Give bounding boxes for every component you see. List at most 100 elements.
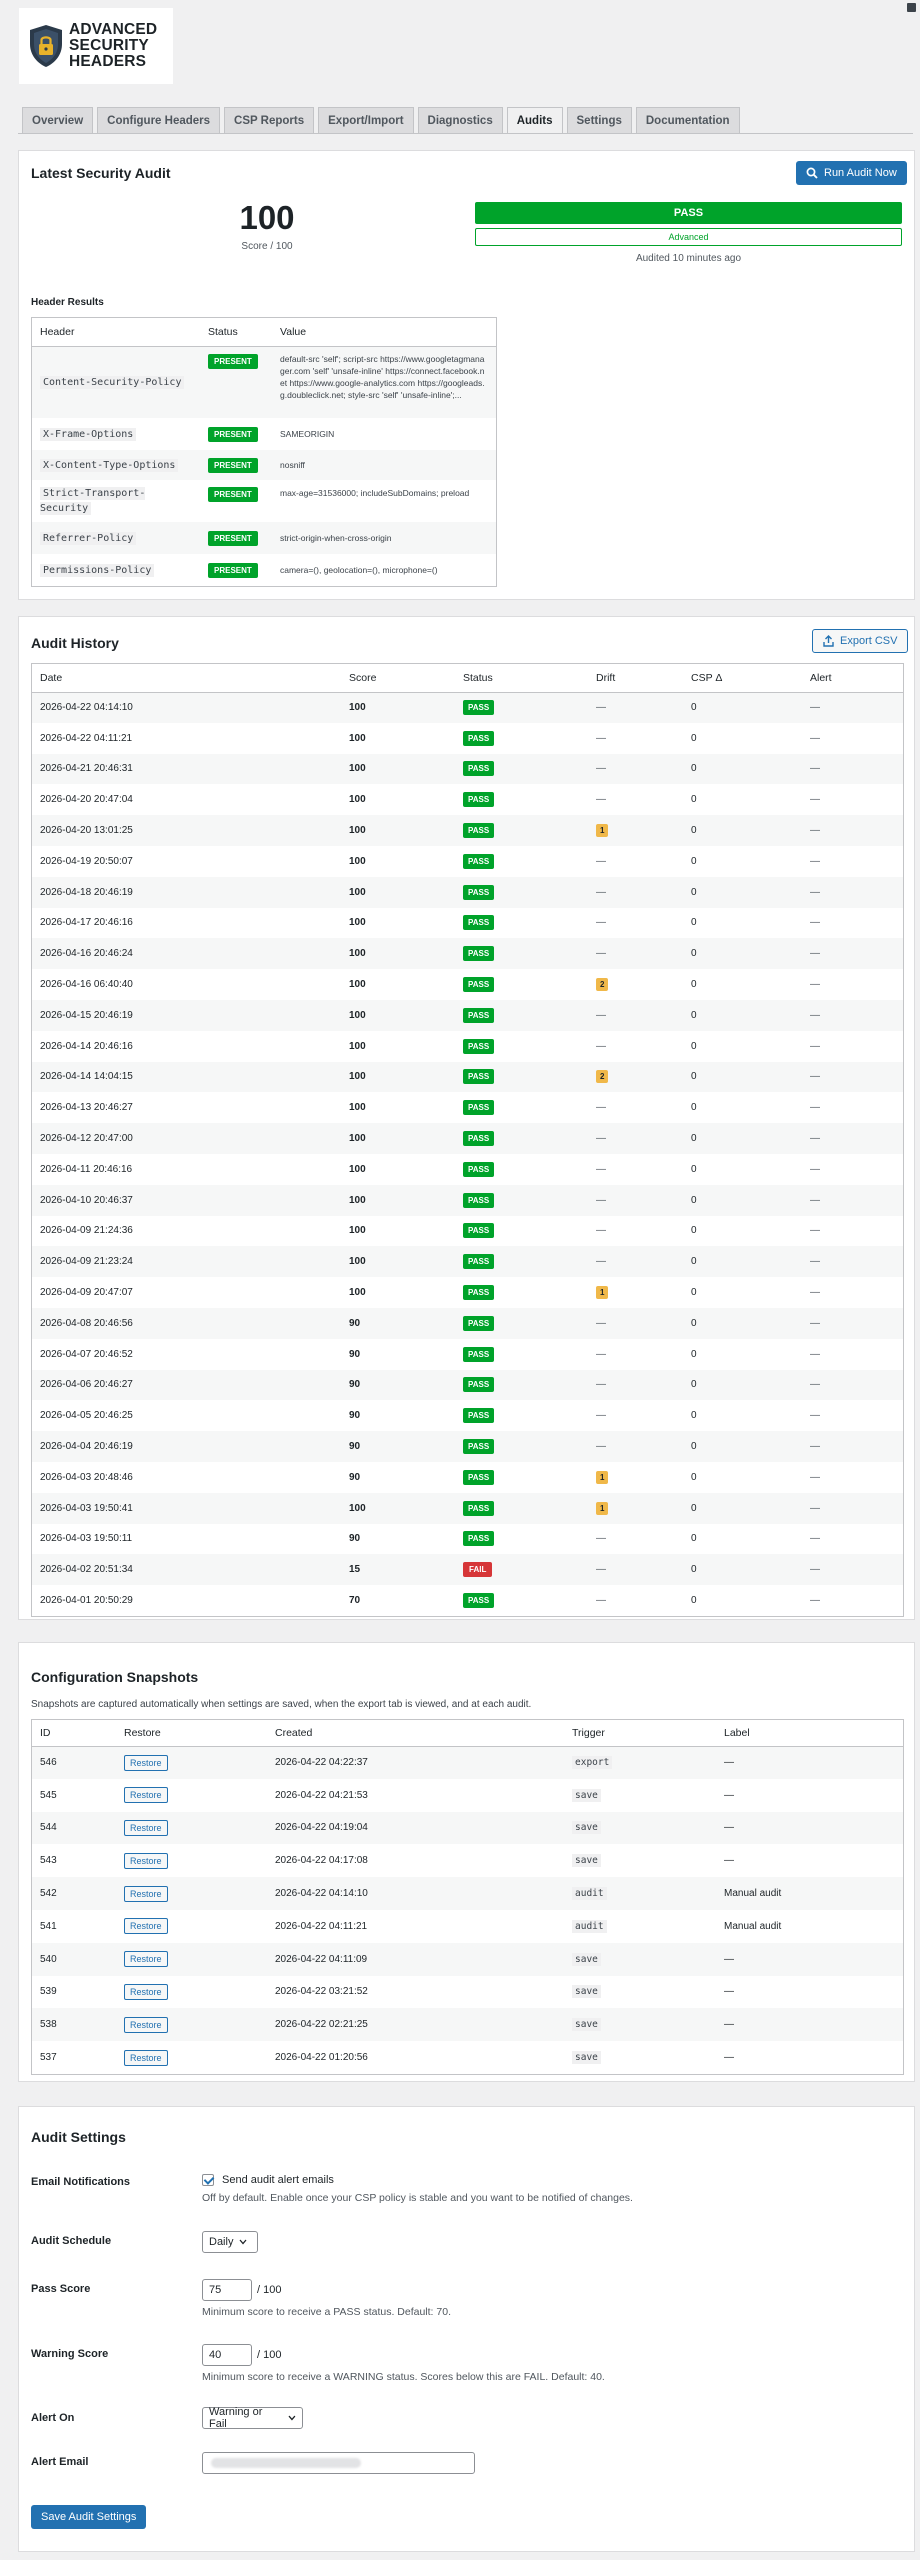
audit-history-rows: 2026-04-22 04:14:10 100 PASS —0—2026-04-22 … (32, 692, 903, 1616)
cell-date: 2026-04-07 20:46:52 (40, 1348, 133, 1360)
status-badge: PASS (463, 1408, 495, 1424)
drift-value: — (596, 732, 606, 744)
cell-score: 100 (341, 1123, 455, 1154)
cell-date: 2026-04-09 21:23:24 (32, 1246, 341, 1278)
cell-score: 100 (341, 999, 455, 1031)
cell-created: 2026-04-22 04:11:21 (275, 1920, 368, 1932)
latest-audit-panel: Latest Security Audit Run Audit Now 100 … (18, 150, 915, 600)
drift-badge: 1 (596, 1286, 609, 1300)
drift-value: — (596, 1564, 606, 1576)
cell-status: PASS (455, 1216, 588, 1247)
restore-button[interactable]: Restore (124, 1951, 168, 1968)
table-row: 2026-04-22 04:14:10 100 PASS —0— (32, 692, 903, 723)
tab-configure-headers[interactable]: Configure Headers (97, 107, 221, 133)
restore-button[interactable]: Restore (124, 1754, 168, 1771)
status-badge: PASS (463, 1377, 495, 1393)
status-badge: PASS (463, 792, 495, 808)
restore-button[interactable]: Restore (124, 2049, 168, 2066)
restore-button[interactable]: Restore (124, 2016, 168, 2033)
run-audit-button[interactable]: Run Audit Now (796, 161, 907, 185)
audited-time: Audited 10 minutes ago (635, 253, 742, 264)
cell-status: PASS (455, 846, 588, 877)
tab-settings[interactable]: Settings (566, 107, 632, 133)
cell-drift: — (588, 1524, 683, 1555)
cell-score: 100 (349, 1040, 366, 1052)
table-row: 2026-04-18 20:46:19 100 PASS —0— (32, 876, 903, 908)
warning-score-input[interactable]: 40 (202, 2344, 252, 2366)
tab-export-import[interactable]: Export/Import (318, 107, 414, 133)
cell-label: — (724, 1855, 734, 1867)
tab-csp-reports[interactable]: CSP Reports (224, 107, 315, 133)
table-row: 2026-04-10 20:46:37 100 PASS —0— (32, 1184, 903, 1216)
table-row: 2026-04-20 20:47:04 100 PASS — 0 — (32, 784, 903, 815)
cell-alert: — (802, 1061, 903, 1093)
cell-date: 2026-04-02 20:51:34 (32, 1554, 341, 1586)
cell-drift: — (588, 908, 683, 939)
alert-email-input[interactable] (202, 2452, 475, 2474)
cell-created: 2026-04-22 04:19:04 (267, 1811, 564, 1845)
chevron-down-icon (288, 2415, 296, 2421)
table-row: 539 Restore 2026-04-22 03:21:52 save — (32, 1976, 903, 2009)
table-row: X-Frame-Options PRESENT SAMEORIGIN (32, 418, 496, 450)
cell-csp-delta: 0 (683, 1307, 802, 1339)
cell-drift: — (588, 1431, 683, 1462)
audit-schedule-select[interactable]: Daily (202, 2231, 258, 2253)
config-snapshots-title: Configuration Snapshots (31, 1669, 199, 1685)
drift-value: — (596, 1163, 606, 1175)
drift-value: — (596, 855, 606, 867)
col-score: Score (341, 664, 455, 693)
header-value: strict-origin-when-cross-origin (280, 533, 392, 543)
tab-diagnostics[interactable]: Diagnostics (417, 107, 503, 133)
trigger-code: save (572, 1788, 601, 1802)
cell-status: PASS (455, 876, 588, 908)
restore-button[interactable]: Restore (124, 1918, 168, 1935)
table-row: 2026-04-04 20:46:19 90 PASS —0— (32, 1431, 903, 1462)
tab-audits[interactable]: Audits (506, 107, 563, 134)
export-csv-button[interactable]: Export CSV (812, 629, 909, 653)
tab-overview[interactable]: Overview (22, 107, 94, 133)
status-badge: PRESENT (208, 353, 258, 369)
plugin-logo: ADVANCED SECURITY HEADERS (19, 8, 173, 84)
cell-status: PASS (455, 1246, 588, 1278)
cell-score: 100 (341, 938, 455, 970)
cell-alert: — (802, 1246, 903, 1278)
cell-trigger: export (564, 1746, 716, 1779)
cell-date: 2026-04-05 20:46:25 (40, 1410, 133, 1422)
cell-status: PASS (455, 1123, 588, 1154)
restore-button[interactable]: Restore (124, 1787, 168, 1804)
status-badge: PASS (463, 761, 495, 777)
table-row: 2026-04-16 06:40:40 100 PASS 2 0 — (32, 969, 903, 1000)
tab-documentation[interactable]: Documentation (635, 107, 740, 133)
admin-bar-corner-icon (907, 3, 916, 12)
cell-drift: — (588, 1216, 683, 1247)
status-badge: PASS (463, 853, 495, 869)
cell-score: 90 (341, 1369, 455, 1401)
cell-csp-delta: 0 (683, 753, 802, 785)
cell-csp-delta: 0 (683, 999, 802, 1031)
alert-on-select[interactable]: Warning or Fail (202, 2406, 303, 2430)
cell-date: 2026-04-14 20:46:16 (40, 1040, 133, 1052)
cell-drift: — (588, 846, 683, 877)
cell-alert: — (802, 1123, 903, 1154)
cell-id: 538 (32, 2008, 116, 2042)
cell-id: 537 (40, 2052, 57, 2064)
table-row: 540 Restore 2026-04-22 04:11:09 save — (32, 1942, 903, 1976)
email-alert-checkbox-label[interactable]: Send audit alert emails (222, 2174, 334, 2186)
cell-drift: — (588, 1307, 683, 1339)
pass-score-input[interactable]: 75 (202, 2279, 252, 2301)
audit-schedule-value: Daily (209, 2236, 234, 2248)
cell-csp-delta: 0 (691, 1348, 697, 1360)
restore-button[interactable]: Restore (124, 1819, 168, 1836)
restore-button[interactable]: Restore (124, 1852, 168, 1869)
logo-wordmark: ADVANCED SECURITY HEADERS (69, 22, 157, 70)
cell-id: 541 (40, 1920, 57, 1932)
cell-drift: — (588, 1154, 683, 1185)
cell-drift: — (588, 999, 683, 1031)
restore-button[interactable]: Restore (124, 1983, 168, 2000)
save-audit-settings-button[interactable]: Save Audit Settings (31, 2505, 147, 2529)
cell-csp-delta: 0 (691, 1595, 697, 1606)
shield-lock-icon (30, 25, 62, 67)
cell-score: 90 (349, 1533, 361, 1545)
email-alert-checkbox[interactable] (202, 2174, 214, 2186)
restore-button[interactable]: Restore (124, 1885, 168, 1902)
